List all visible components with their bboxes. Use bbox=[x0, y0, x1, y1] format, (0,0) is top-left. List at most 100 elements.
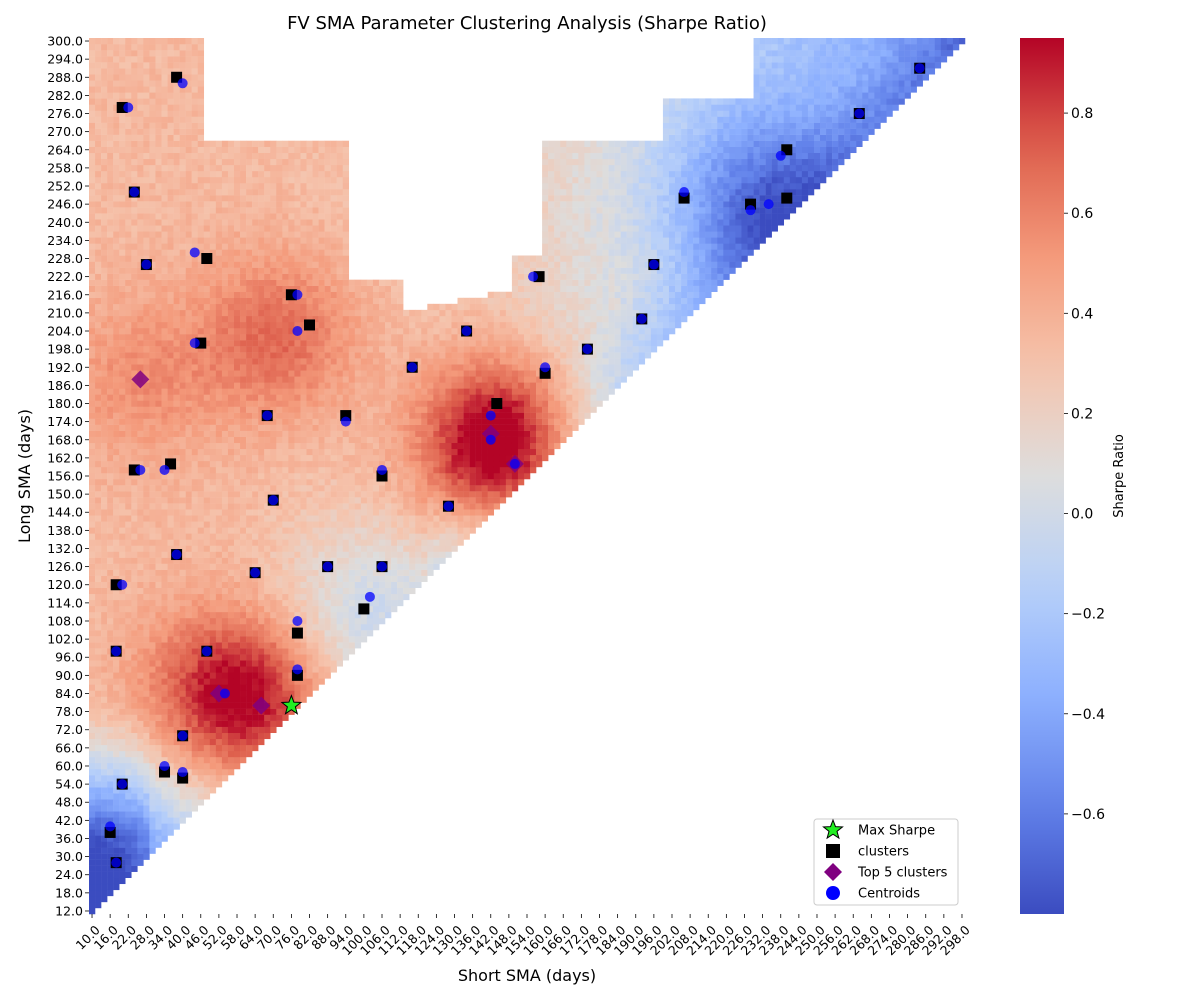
heatmap-cell bbox=[125, 811, 132, 818]
heatmap-cell bbox=[161, 593, 168, 601]
heatmap-cell bbox=[191, 394, 198, 401]
heatmap-cell bbox=[252, 382, 259, 389]
heatmap-cell bbox=[191, 684, 198, 691]
heatmap-cell bbox=[101, 261, 108, 268]
heatmap-cell bbox=[324, 364, 331, 371]
heatmap-cell bbox=[197, 454, 205, 462]
heatmap-cell bbox=[209, 539, 217, 546]
heatmap-cell bbox=[324, 213, 331, 220]
heatmap-cell bbox=[125, 454, 132, 462]
heatmap-cell bbox=[197, 110, 205, 117]
heatmap-cell bbox=[258, 642, 265, 649]
heatmap-cell bbox=[227, 430, 235, 437]
heatmap-cell bbox=[330, 243, 337, 250]
heatmap-cell bbox=[173, 388, 180, 395]
heatmap-cell bbox=[227, 231, 235, 238]
heatmap-cell bbox=[197, 364, 205, 371]
heatmap-cell bbox=[318, 152, 325, 160]
heatmap-cell bbox=[107, 726, 114, 734]
heatmap-cell bbox=[185, 781, 192, 788]
heatmap-cell bbox=[185, 485, 192, 492]
heatmap-cell bbox=[95, 841, 102, 848]
heatmap-cell bbox=[240, 152, 247, 160]
heatmap-cell bbox=[300, 303, 307, 311]
heatmap-cell bbox=[131, 436, 138, 444]
heatmap-cell bbox=[95, 817, 102, 824]
heatmap-cell bbox=[203, 152, 211, 160]
heatmap-cell bbox=[167, 521, 174, 528]
heatmap-cell bbox=[191, 442, 198, 450]
heatmap-cell bbox=[95, 406, 102, 413]
heatmap-cell bbox=[252, 684, 259, 691]
heatmap-cell bbox=[306, 309, 313, 317]
heatmap-cell bbox=[179, 128, 186, 135]
heatmap-cell bbox=[227, 521, 235, 528]
heatmap-cell bbox=[95, 207, 102, 214]
heatmap-cell bbox=[185, 702, 192, 709]
heatmap-cell bbox=[167, 80, 174, 87]
heatmap-cell bbox=[252, 303, 259, 311]
heatmap-cell bbox=[330, 636, 337, 643]
heatmap-cell bbox=[161, 787, 168, 794]
heatmap-cell bbox=[185, 732, 192, 740]
heatmap-cell bbox=[348, 436, 356, 444]
heatmap-cell bbox=[125, 158, 132, 166]
heatmap-cell bbox=[197, 122, 205, 129]
heatmap-cell bbox=[161, 412, 168, 419]
heatmap-cell bbox=[233, 491, 241, 498]
heatmap-cell bbox=[324, 303, 331, 311]
heatmap-cell bbox=[270, 297, 277, 305]
heatmap-cell bbox=[233, 648, 241, 655]
heatmap-cell bbox=[113, 787, 120, 794]
heatmap-cell bbox=[240, 352, 247, 359]
heatmap-cell bbox=[282, 321, 289, 329]
heatmap-cell bbox=[161, 158, 168, 166]
heatmap-cell bbox=[270, 690, 277, 697]
heatmap-cell bbox=[318, 189, 325, 196]
heatmap-cell bbox=[173, 684, 180, 691]
heatmap-cell bbox=[264, 237, 271, 244]
heatmap-cell bbox=[185, 436, 192, 444]
heatmap-cell bbox=[137, 56, 144, 63]
heatmap-cell bbox=[149, 569, 156, 576]
heatmap-cell bbox=[197, 86, 205, 93]
heatmap-cell bbox=[185, 225, 192, 232]
heatmap-cell bbox=[143, 158, 150, 166]
heatmap-cell bbox=[125, 68, 132, 75]
heatmap-cell bbox=[233, 376, 241, 383]
heatmap-cell bbox=[191, 793, 198, 800]
heatmap-cell bbox=[155, 466, 162, 474]
heatmap-cell bbox=[107, 835, 114, 842]
heatmap-cell bbox=[288, 660, 295, 667]
heatmap-cell bbox=[167, 696, 174, 703]
heatmap-cell bbox=[155, 309, 162, 317]
heatmap-cell bbox=[155, 134, 162, 141]
heatmap-cell bbox=[155, 684, 162, 691]
heatmap-cell bbox=[318, 479, 325, 486]
heatmap-cell bbox=[318, 315, 325, 323]
heatmap-cell bbox=[149, 158, 156, 166]
heatmap-cell bbox=[306, 261, 313, 268]
heatmap-cell bbox=[149, 116, 156, 123]
heatmap-cell bbox=[197, 279, 205, 286]
heatmap-cell bbox=[191, 273, 198, 280]
heatmap-cell bbox=[227, 352, 235, 359]
heatmap-cell bbox=[215, 382, 223, 389]
heatmap-cell bbox=[179, 442, 186, 450]
heatmap-cell bbox=[95, 466, 102, 474]
heatmap-cell bbox=[95, 92, 102, 99]
heatmap-cell bbox=[227, 394, 235, 401]
heatmap-cell bbox=[185, 86, 192, 93]
heatmap-cell bbox=[191, 219, 198, 226]
heatmap-cell bbox=[246, 279, 253, 286]
heatmap-cell bbox=[342, 358, 350, 365]
heatmap-cell bbox=[137, 750, 144, 758]
heatmap-cell bbox=[185, 515, 192, 522]
heatmap-cell bbox=[318, 527, 325, 534]
heatmap-cell bbox=[240, 509, 247, 516]
heatmap-cell bbox=[173, 412, 180, 419]
heatmap-cell bbox=[240, 201, 247, 208]
heatmap-cell bbox=[209, 557, 217, 564]
heatmap-cell bbox=[342, 569, 350, 576]
heatmap-cell bbox=[312, 521, 319, 528]
